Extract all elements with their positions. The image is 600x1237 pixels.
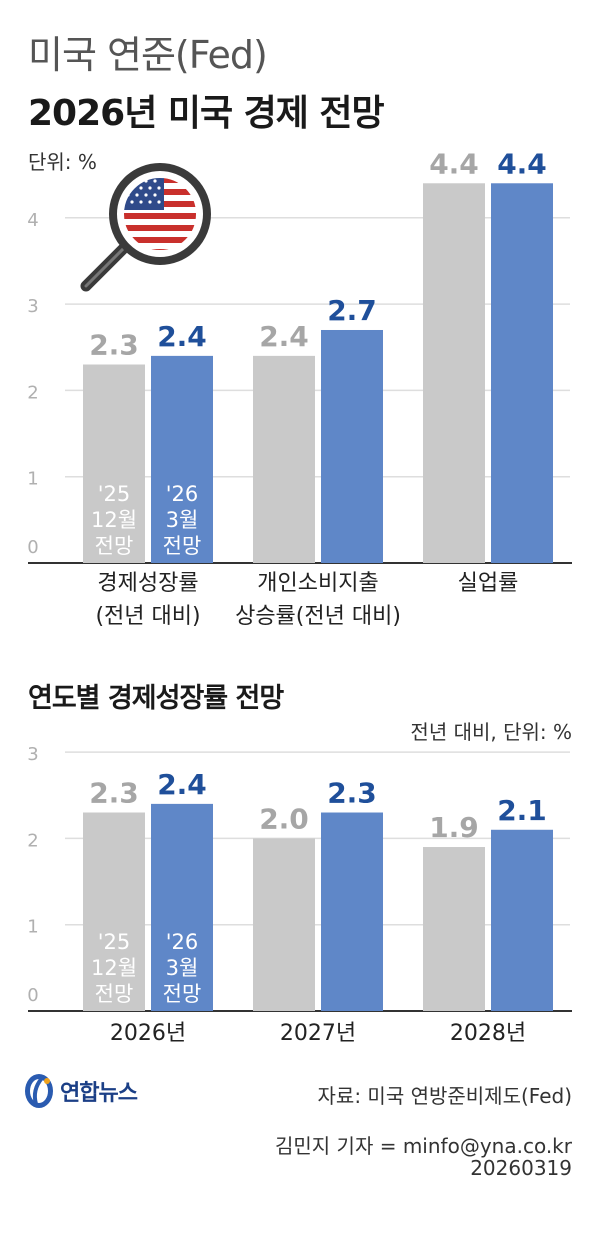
bar-inner-label: 12월 [91,508,137,532]
chart2-title: 연도별 경제성장률 전망 [28,683,284,714]
data-label: 2.4 [259,320,309,353]
bar [253,355,315,563]
source-note: 자료: 미국 연방준비제도(Fed) [317,1084,572,1108]
bar [83,364,145,563]
category-label: (전년 대비) [95,604,200,629]
category-label: 경제성장률 [97,571,198,596]
data-label: 2.1 [497,794,547,827]
logo-text: 연합뉴스 [60,1081,138,1106]
bar [491,829,553,1011]
y-tick-label: 3 [27,744,38,765]
growth-by-year-bar-chart: 01232.3'2512월전망2.4'263월전망2026년2.02.32027… [27,744,572,1046]
y-tick-label: 0 [27,537,38,558]
category-label: 2026년 [110,1021,186,1046]
data-label: 2.0 [259,802,309,835]
y-tick-label: 2 [27,830,38,851]
unit-label-1: 단위: % [28,150,97,174]
bar-inner-label: '25 [98,482,131,506]
publish-date: 20260319 [470,1156,572,1180]
magnifier-us-flag-icon [80,163,211,292]
bar [321,812,383,1011]
category-label: 2027년 [280,1021,356,1046]
bar [151,355,213,563]
chart-subtitle: 미국 연준(Fed) [28,33,268,77]
bar [253,838,315,1011]
y-tick-label: 4 [27,210,38,231]
y-tick-label: 2 [27,382,38,403]
bar [423,183,485,563]
data-label: 2.7 [327,294,377,327]
data-label: 2.3 [327,777,377,810]
category-label: 2028년 [450,1021,526,1046]
reporter-credit: 김민지 기자 = minfo@yna.co.kr [275,1134,572,1158]
data-label: 1.9 [429,811,479,844]
bar-inner-label: 전망 [163,534,202,558]
bar [423,847,485,1011]
data-label: 4.4 [497,147,547,180]
bar-inner-label: '25 [98,930,131,954]
bar [151,803,213,1011]
y-tick-label: 1 [27,469,38,490]
bar-inner-label: 3월 [166,508,199,532]
category-label: 상승률(전년 대비) [235,604,401,629]
data-label: 4.4 [429,147,479,180]
bar-inner-label: 12월 [91,956,137,980]
y-tick-label: 1 [27,917,38,938]
bar-inner-label: 전망 [95,982,134,1006]
yonhap-logo: 연합뉴스 [22,1072,138,1110]
data-label: 2.3 [89,777,139,810]
bar [321,329,383,563]
y-tick-label: 3 [27,296,38,317]
data-label: 2.3 [89,329,139,362]
y-tick-label: 0 [27,985,38,1006]
bar-inner-label: 전망 [95,534,134,558]
chart-title: 2026년 미국 경제 전망 [28,93,385,134]
bar-inner-label: 전망 [163,982,202,1006]
bar [491,183,553,563]
bar-inner-label: 3월 [166,956,199,980]
data-label: 2.4 [157,320,207,353]
yonhap-logo-icon [25,1074,53,1108]
data-label: 2.4 [157,768,207,801]
bar-inner-label: '26 [166,930,199,954]
category-label: 실업률 [458,571,519,596]
bar-inner-label: '26 [166,482,199,506]
category-label: 개인소비지출 [257,571,378,596]
unit-label-2: 전년 대비, 단위: % [410,720,572,744]
bar [83,812,145,1011]
